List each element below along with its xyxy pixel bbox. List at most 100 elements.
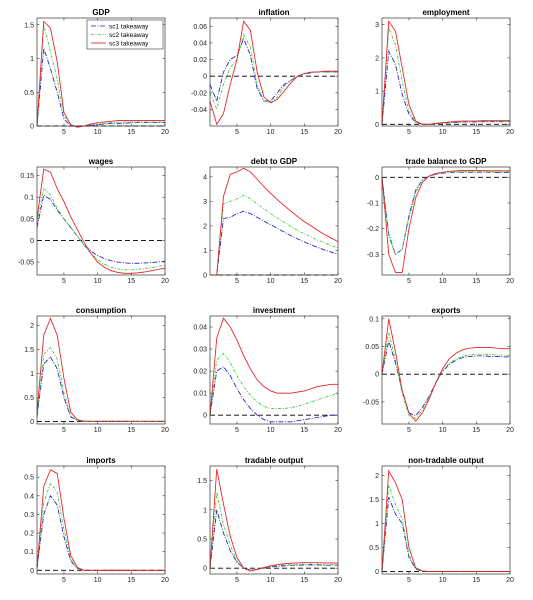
y-tick-label: 0.1 bbox=[24, 195, 34, 202]
y-tick-label: 0.5 bbox=[24, 90, 34, 97]
y-tick-label: 0.5 bbox=[24, 475, 34, 482]
legend-entry-sc1-takeaway: sc1 takeaway bbox=[109, 23, 149, 30]
panel-title-consumption: consumption bbox=[76, 306, 126, 315]
x-tick-label: 5 bbox=[235, 129, 239, 136]
panel-title-wages: wages bbox=[88, 157, 114, 166]
x-tick-label: 20 bbox=[161, 129, 169, 136]
y-tick-label: 0.2 bbox=[24, 531, 34, 538]
plot-area-trade-balance-to-gdp bbox=[382, 167, 510, 275]
series-line-sc2-takeaway bbox=[210, 194, 339, 276]
y-tick-label: 1 bbox=[203, 248, 207, 255]
y-tick-label: 0 bbox=[203, 413, 207, 420]
y-tick-label: 1.5 bbox=[197, 478, 207, 485]
x-tick-label: 20 bbox=[161, 577, 169, 584]
panel-wages: wages 5 10 15 20 -0.05 0 0.05 0.1 0.15 bbox=[18, 157, 169, 285]
x-tick-label: 15 bbox=[472, 278, 480, 285]
x-tick-label: 20 bbox=[334, 427, 342, 434]
plot-area-debt-to-gdp bbox=[210, 167, 338, 275]
panel-title-employment: employment bbox=[422, 8, 469, 17]
y-tick-label: 0.5 bbox=[24, 395, 34, 402]
panel-title-trade-balance-to-gdp: trade balance to GDP bbox=[406, 157, 488, 166]
series-line-sc2-takeaway bbox=[36, 346, 165, 423]
x-tick-label: 5 bbox=[62, 427, 66, 434]
plot-area-employment bbox=[382, 18, 510, 126]
y-tick-label: 1 bbox=[203, 507, 207, 514]
x-tick-label: 20 bbox=[334, 278, 342, 285]
y-tick-label: 0.01 bbox=[193, 391, 207, 398]
series-line-sc3-takeaway bbox=[381, 318, 510, 422]
plot-area-consumption bbox=[37, 316, 165, 424]
x-tick-label: 5 bbox=[407, 278, 411, 285]
y-tick-label: 0 bbox=[203, 74, 207, 81]
y-tick-label: 0 bbox=[203, 273, 207, 280]
y-tick-label: -0.3 bbox=[367, 252, 379, 259]
panel-debt-to-gdp: debt to GDP 5 10 15 20 0 1 2 3 4 bbox=[203, 157, 342, 285]
axes-box-consumption bbox=[36, 315, 166, 425]
x-tick-label: 15 bbox=[127, 278, 135, 285]
series-line-sc2-takeaway bbox=[209, 492, 339, 571]
y-tick-label: 0.02 bbox=[193, 369, 207, 376]
y-tick-label: 0 bbox=[30, 238, 34, 245]
series-line-sc3-takeaway bbox=[36, 20, 165, 128]
panel-title-gdp: GDP bbox=[92, 8, 110, 17]
panel-trade-balance-to-gdp: trade balance to GDP 5 10 15 20 -0.3 -0.2 -0.1 0 bbox=[367, 157, 514, 285]
x-tick-label: 20 bbox=[161, 278, 169, 285]
axes-box-inflation bbox=[209, 17, 339, 127]
series-line-sc3-takeaway bbox=[210, 167, 339, 276]
x-tick-label: 10 bbox=[439, 427, 447, 434]
y-tick-label: 0.02 bbox=[193, 57, 207, 64]
x-tick-label: 15 bbox=[127, 129, 135, 136]
y-tick-label: 2 bbox=[375, 55, 379, 62]
panel-title-investment: investment bbox=[253, 306, 296, 315]
series-line-sc3-takeaway bbox=[36, 469, 165, 571]
y-tick-label: 0.04 bbox=[193, 325, 207, 332]
y-tick-label: 0.1 bbox=[369, 316, 379, 323]
y-tick-label: 1 bbox=[30, 56, 34, 63]
y-tick-label: 3 bbox=[203, 199, 207, 206]
y-tick-label: 0.4 bbox=[24, 493, 34, 500]
x-tick-label: 10 bbox=[439, 278, 447, 285]
series-line-sc1-takeaway bbox=[209, 366, 338, 423]
x-tick-label: 20 bbox=[334, 577, 342, 584]
x-tick-label: 15 bbox=[127, 427, 135, 434]
x-tick-label: 20 bbox=[506, 129, 514, 136]
x-tick-label: 15 bbox=[472, 129, 480, 136]
x-tick-label: 10 bbox=[94, 129, 102, 136]
axes-box-wages bbox=[36, 166, 166, 276]
series-line-sc2-takeaway bbox=[381, 171, 510, 256]
y-tick-label: 0.3 bbox=[24, 512, 34, 519]
series-line-sc3-takeaway bbox=[36, 168, 166, 274]
x-tick-label: 10 bbox=[94, 278, 102, 285]
panel-title-imports: imports bbox=[86, 456, 116, 465]
axes-box-imports bbox=[36, 465, 166, 575]
x-tick-label: 10 bbox=[439, 577, 447, 584]
panel-exports: exports 5 10 15 20 -0.05 0 0.05 0.1 bbox=[363, 306, 514, 434]
series-line-sc1-takeaway bbox=[210, 210, 339, 276]
y-tick-label: 0.05 bbox=[365, 344, 379, 351]
x-tick-label: 10 bbox=[267, 129, 275, 136]
x-tick-label: 5 bbox=[62, 577, 66, 584]
series-line-sc1-takeaway bbox=[36, 194, 166, 264]
legend-entry-sc2-takeaway: sc2 takeaway bbox=[109, 32, 149, 39]
y-tick-label: 0.03 bbox=[193, 347, 207, 354]
x-tick-label: 10 bbox=[267, 427, 275, 434]
x-tick-label: 15 bbox=[300, 129, 308, 136]
x-tick-label: 5 bbox=[407, 427, 411, 434]
y-tick-label: -0.04 bbox=[191, 107, 207, 114]
series-line-sc3-takeaway bbox=[209, 20, 338, 126]
plot-area-investment bbox=[210, 316, 338, 424]
panel-employment: employment 5 10 15 20 0 1 2 3 bbox=[375, 8, 514, 136]
y-tick-label: 2 bbox=[203, 223, 207, 230]
y-tick-label: -0.05 bbox=[363, 399, 379, 406]
panel-title-non-tradable-output: non-tradable output bbox=[408, 456, 484, 465]
y-tick-label: 4 bbox=[203, 174, 207, 181]
x-tick-label: 5 bbox=[235, 427, 239, 434]
series-line-sc3-takeaway bbox=[209, 468, 339, 572]
y-tick-label: 1.5 bbox=[369, 497, 379, 504]
x-tick-label: 20 bbox=[506, 427, 514, 434]
x-tick-label: 15 bbox=[300, 577, 308, 584]
y-tick-label: -0.05 bbox=[18, 260, 34, 267]
y-tick-label: 0.5 bbox=[369, 545, 379, 552]
series-line-sc3-takeaway bbox=[381, 20, 510, 125]
